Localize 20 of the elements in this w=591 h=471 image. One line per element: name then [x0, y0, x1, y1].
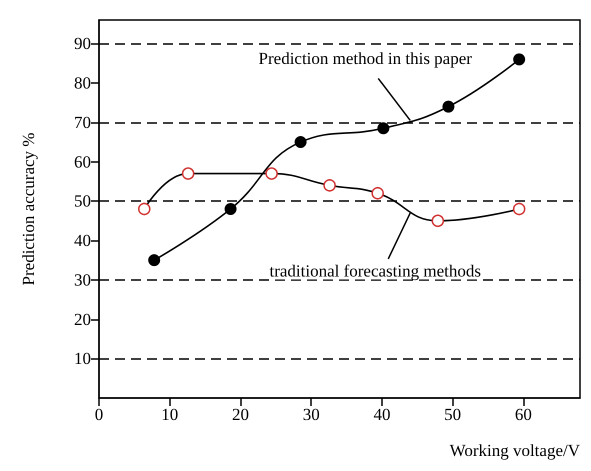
y-axis-title: Prediction accuracy % — [19, 132, 38, 286]
y-tick-label: 70 — [74, 112, 91, 132]
y-tick-label: 80 — [74, 74, 91, 92]
x-axis-title: Working voltage/V — [450, 441, 581, 460]
y-tick-label: 10 — [74, 349, 91, 368]
x-tick-label: 20 — [232, 405, 249, 424]
y-tick-label: 90 — [74, 34, 91, 54]
x-tick-label: 50 — [444, 405, 462, 424]
y-tick-label: 50 — [74, 192, 91, 211]
x-tick-label: 0 — [94, 405, 104, 424]
y-tick-label: 60 — [74, 152, 91, 172]
x-tick-label: 60 — [514, 405, 532, 424]
x-tick-label: 40 — [373, 405, 390, 424]
annotation: traditional forecasting methods — [269, 261, 481, 280]
x-tick-label: 30 — [302, 405, 320, 424]
annotation: Prediction method in this paper — [258, 48, 472, 68]
y-tick-label: 20 — [74, 310, 91, 329]
x-tick-label: 10 — [161, 405, 178, 424]
y-tick-label: 30 — [74, 270, 91, 290]
y-tick-label: 40 — [74, 231, 91, 250]
